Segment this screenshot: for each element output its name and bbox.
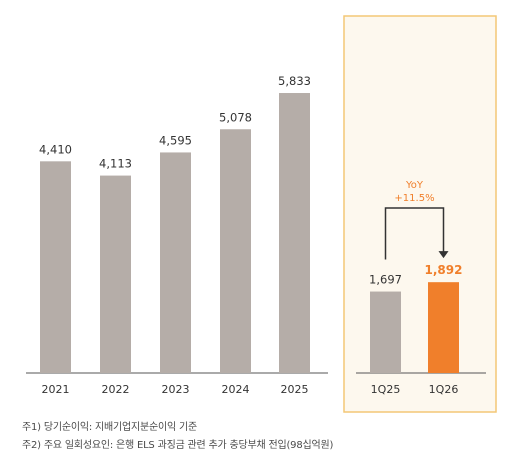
yoy-arrowhead [438,251,449,259]
tick-label-2024: 2024 [222,383,250,396]
value-label-2021: 4,410 [39,142,72,156]
value-label-2024: 5,078 [219,110,252,124]
bar-1Q26 [428,282,459,373]
tick-label-2021: 2021 [42,383,70,396]
yoy-value: +11.5% [394,193,434,204]
bar-2021 [40,161,71,373]
value-label-1Q25: 1,697 [369,273,402,287]
footnote-1: 주1) 당기순이익: 지배기업지분순이익 기준 [22,422,197,433]
value-label-1Q26: 1,892 [425,263,463,277]
tick-label-1Q26: 1Q26 [429,383,459,396]
bar-2023 [160,152,191,373]
quarter-highlight-panel [343,15,497,413]
tick-label-2025: 2025 [281,383,309,396]
tick-label-2022: 2022 [102,383,130,396]
yoy-label: YoY [405,180,424,191]
value-label-2022: 4,113 [99,157,132,171]
bar-2024 [220,129,251,373]
value-label-2023: 4,595 [159,133,192,147]
yoy-bracket [384,207,445,260]
footnote-2: 주2) 주요 일회성요인: 은행 ELS 과징금 관련 추가 충당부채 전입(9… [22,440,334,451]
value-label-2025: 5,833 [278,74,311,88]
bar-2022 [100,175,131,373]
tick-label-2023: 2023 [162,383,190,396]
tick-label-1Q25: 1Q25 [371,383,401,396]
bar-2025 [279,93,310,374]
bar-1Q25 [370,291,401,373]
